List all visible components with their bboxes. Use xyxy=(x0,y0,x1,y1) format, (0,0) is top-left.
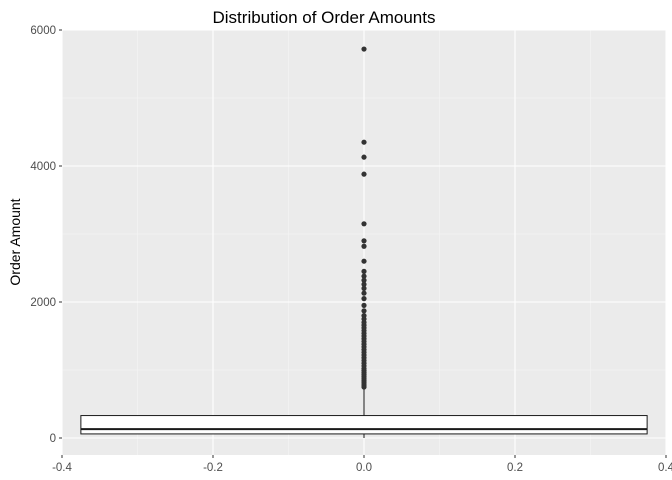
outlier-point xyxy=(361,139,367,145)
outlier-point xyxy=(361,268,367,274)
outlier-point xyxy=(361,154,367,160)
outlier-point xyxy=(361,290,367,296)
box-and-whisker xyxy=(80,388,648,438)
y-tick-label: 4000 xyxy=(30,161,56,173)
y-tick-label: 6000 xyxy=(30,25,56,37)
y-tick-label: 0 xyxy=(50,433,56,445)
outlier-points xyxy=(361,46,367,390)
outlier-point xyxy=(361,221,367,227)
outlier-point xyxy=(361,296,367,302)
outlier-point xyxy=(361,285,367,291)
outlier-point xyxy=(361,243,367,249)
outlier-point xyxy=(361,171,367,177)
outlier-point xyxy=(361,308,367,314)
outlier-point xyxy=(361,313,367,319)
interquartile-box xyxy=(80,415,648,435)
y-tick-label: 2000 xyxy=(30,297,56,309)
y-axis-ticks: 0 2000 4000 6000 xyxy=(30,25,62,445)
outlier-point xyxy=(361,273,367,279)
outlier-point xyxy=(361,302,367,308)
x-axis-ticks: -0.4 -0.2 0.0 0.2 0.4 xyxy=(52,455,672,474)
x-tick-label: 0.0 xyxy=(356,462,372,474)
x-tick-label: 0.4 xyxy=(658,462,672,474)
x-tick-label: -0.4 xyxy=(52,462,72,474)
y-axis-label: Order Amount xyxy=(7,198,23,285)
x-tick-label: 0.2 xyxy=(507,462,523,474)
x-tick-label: -0.2 xyxy=(203,462,223,474)
outlier-point xyxy=(361,46,367,52)
outlier-point xyxy=(361,238,367,244)
outlier-point xyxy=(361,258,367,264)
outlier-point xyxy=(361,277,367,283)
outlier-point xyxy=(361,281,367,287)
chart-title: Distribution of Order Amounts xyxy=(213,8,436,27)
